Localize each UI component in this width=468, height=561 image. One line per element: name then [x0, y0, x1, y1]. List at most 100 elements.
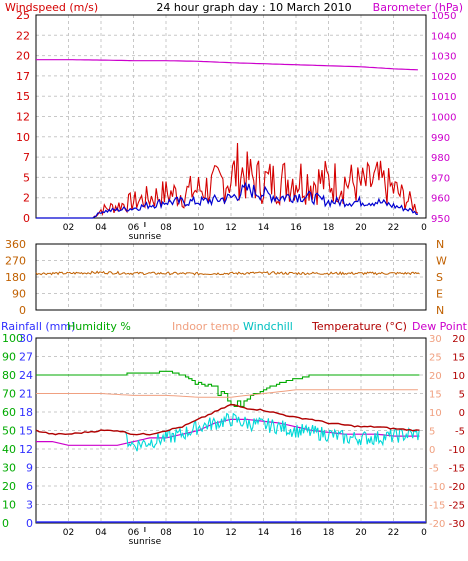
barometer-axis-label: Barometer (hPa) — [373, 1, 463, 14]
rainfall-axis-label: Rainfall (mm) — [1, 320, 75, 333]
windspeed-tick: 2 — [23, 192, 30, 205]
x-tick-label: 20 — [355, 223, 367, 233]
x-tick-label: 02 — [63, 528, 74, 538]
direction-compass-tick: N — [436, 238, 444, 251]
humidity-tick: 100 — [2, 332, 23, 345]
humidity-tick: 20 — [2, 480, 16, 493]
x-tick-label: 14 — [258, 528, 270, 538]
wind-direction-panel: 0 N 90 E 180 S 270 W 360 N — [5, 238, 447, 317]
indoor-temp-label: Indoor temp — [172, 320, 239, 333]
windspeed-tick: 15 — [16, 90, 30, 103]
windspeed-tick: 5 — [23, 171, 30, 184]
direction-degree-tick: 180 — [5, 271, 26, 284]
x-tick-label-end: 0 — [421, 223, 427, 233]
windspeed-tick: 0 — [23, 212, 30, 225]
temperature-tick: 0 — [459, 408, 465, 419]
indoor-temp-tick: -15 — [429, 501, 445, 512]
x-tick-label: 12 — [225, 528, 236, 538]
x-tick-label: 16 — [290, 528, 302, 538]
x-tick-label: 10 — [193, 528, 205, 538]
x-tick-label: 16 — [290, 223, 302, 233]
windspeed-tick: 12 — [16, 111, 30, 124]
temperature-tick: -30 — [449, 519, 465, 530]
wind-plot-frame — [35, 14, 427, 219]
humidity-tick: 80 — [2, 369, 16, 382]
temperature-axis-label: Temperature (°C) — [311, 320, 407, 333]
temperature-tick: 10 — [452, 371, 465, 382]
temperature-line — [35, 403, 420, 436]
windchill-label: Windchill — [243, 320, 293, 333]
indoor-temp-tick: 30 — [429, 334, 442, 345]
barometer-tick: 1040 — [431, 31, 456, 42]
rainfall-tick: 27 — [19, 351, 33, 364]
direction-degree-tick: 360 — [5, 238, 26, 251]
indoor-temp-tick: 25 — [429, 353, 442, 364]
direction-compass-tick: E — [436, 288, 443, 301]
direction-plot-frame — [35, 243, 427, 311]
wind-direction-line — [35, 270, 420, 276]
rainfall-tick: 30 — [19, 332, 33, 345]
rainfall-tick: 18 — [19, 406, 33, 419]
temperature-tick: 20 — [452, 334, 465, 345]
windspeed-tick: 22 — [16, 29, 30, 42]
humidity-tick: 40 — [2, 443, 16, 456]
windspeed-tick: 25 — [16, 9, 30, 22]
humidity-tick: 90 — [2, 351, 16, 364]
indoor-temp-tick: -10 — [429, 482, 445, 493]
direction-compass-tick: W — [436, 255, 447, 268]
temperature-tick: -10 — [449, 445, 465, 456]
chart-title: 24 hour graph day : 10 March 2010 — [156, 1, 351, 14]
windspeed-line — [36, 142, 419, 219]
barometer-tick: 1030 — [431, 52, 456, 63]
barometer-tick: 1020 — [431, 72, 456, 83]
indoor-temp-tick: 20 — [429, 371, 442, 382]
direction-degree-tick: 270 — [5, 255, 26, 268]
temperature-tick: -15 — [449, 464, 465, 475]
windspeed-axis-label: Windspeed (m/s) — [5, 1, 98, 14]
humidity-tick: 10 — [2, 499, 16, 512]
barometer-tick: 960 — [431, 194, 450, 205]
x-tick-label: 08 — [160, 223, 172, 233]
humidity-tick: 70 — [2, 388, 16, 401]
humidity-tick: 50 — [2, 425, 16, 438]
barometer-tick: 970 — [431, 173, 450, 184]
x-tick-label: 18 — [323, 528, 335, 538]
barometer-tick: 980 — [431, 153, 450, 164]
rainfall-tick: 0 — [26, 517, 33, 530]
windspeed-tick: 7 — [23, 151, 30, 164]
rainfall-tick: 9 — [26, 462, 33, 475]
x-tick-label: 18 — [323, 223, 335, 233]
sunrise-label: sunrise — [129, 537, 162, 547]
windspeed-tick: 10 — [16, 131, 30, 144]
humidity-tick: 30 — [2, 462, 16, 475]
temperature-tick: 5 — [459, 390, 465, 401]
x-tick-label: 02 — [63, 223, 74, 233]
indoor-temp-line — [36, 389, 418, 398]
temperature-tick: -25 — [449, 501, 465, 512]
barometer-tick: 1010 — [431, 92, 456, 103]
indoor-temp-tick: 5 — [429, 427, 435, 438]
rainfall-tick: 24 — [19, 369, 33, 382]
temperature-tick: 15 — [452, 353, 465, 364]
barometer-tick: 950 — [431, 214, 450, 225]
x-tick-label: 04 — [95, 223, 107, 233]
rainfall-tick: 6 — [26, 480, 33, 493]
x-tick-label-end: 0 — [421, 528, 427, 538]
indoor-temp-tick: -5 — [429, 464, 439, 475]
humidity-axis-label: Humidity % — [67, 320, 131, 333]
x-tick-label: 08 — [160, 528, 172, 538]
direction-compass-tick: N — [436, 304, 444, 317]
dewpoint-axis-label: Dew Point — [412, 320, 468, 333]
indoor-temp-tick: 10 — [429, 408, 442, 419]
indoor-temp-tick: -20 — [429, 519, 445, 530]
barometer-tick: 990 — [431, 133, 450, 144]
direction-degree-tick: 90 — [12, 288, 26, 301]
x-tick-label: 10 — [193, 223, 205, 233]
windchill-line — [124, 412, 420, 452]
x-tick-label: 12 — [225, 223, 236, 233]
humidity-tick: 0 — [2, 517, 9, 530]
dewpoint-line — [36, 418, 420, 446]
